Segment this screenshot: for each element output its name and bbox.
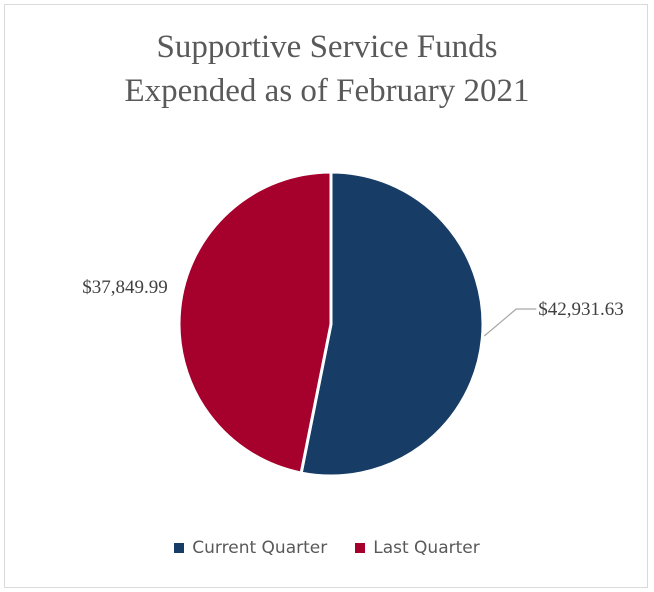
legend-swatch-current-quarter [174,543,185,553]
chart-title-line-2: Expended as of February 2021 [124,73,530,109]
chart-title-line-1: Supportive Service Funds [156,29,498,65]
leader-line-current-quarter [483,308,537,337]
pie-slice-last-quarter [177,170,333,475]
legend-item-last-quarter: Last Quarter [355,538,480,558]
legend-label-current-quarter: Current Quarter [192,538,328,558]
legend: Current Quarter Last Quarter [0,538,654,558]
data-label-current-quarter: $42,931.63 [538,299,624,320]
legend-swatch-last-quarter [355,543,366,553]
pie-slice-current-quarter [299,170,485,478]
data-label-last-quarter: $37,849.99 [82,277,168,298]
legend-item-current-quarter: Current Quarter [174,538,327,558]
legend-label-last-quarter: Last Quarter [373,538,480,558]
